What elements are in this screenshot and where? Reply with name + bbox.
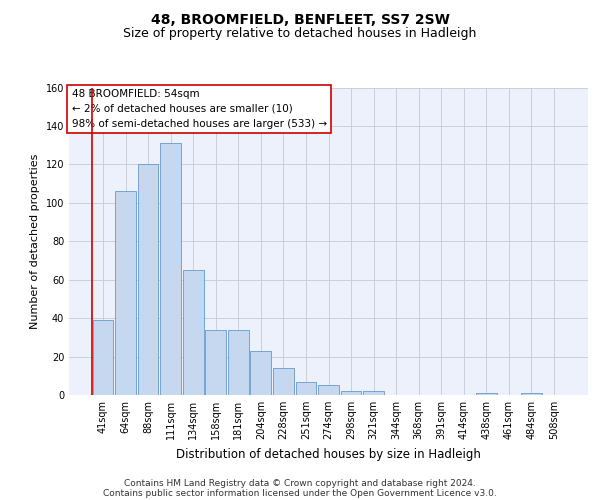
Bar (273, 368, 294, 395)
Bar (363, 391, 384, 395)
Bar (137, 164, 158, 395)
Bar (341, 391, 361, 395)
Text: 48 BROOMFIELD: 54sqm
← 2% of detached houses are smaller (10)
98% of semi-detach: 48 BROOMFIELD: 54sqm ← 2% of detached ho… (71, 89, 327, 128)
Bar (521, 393, 542, 395)
Text: 48, BROOMFIELD, BENFLEET, SS7 2SW: 48, BROOMFIELD, BENFLEET, SS7 2SW (151, 12, 449, 26)
Bar (183, 270, 203, 395)
Bar (250, 351, 271, 395)
Bar (92, 320, 113, 395)
Bar (476, 393, 497, 395)
X-axis label: Distribution of detached houses by size in Hadleigh: Distribution of detached houses by size … (176, 448, 481, 460)
Bar (318, 386, 339, 395)
Text: Contains public sector information licensed under the Open Government Licence v3: Contains public sector information licen… (103, 488, 497, 498)
Text: Size of property relative to detached houses in Hadleigh: Size of property relative to detached ho… (124, 28, 476, 40)
Y-axis label: Number of detached properties: Number of detached properties (30, 154, 40, 329)
Text: Contains HM Land Registry data © Crown copyright and database right 2024.: Contains HM Land Registry data © Crown c… (124, 478, 476, 488)
Bar (115, 192, 136, 395)
Bar (228, 330, 248, 395)
Bar (205, 330, 226, 395)
Bar (296, 382, 316, 395)
Bar (160, 143, 181, 395)
